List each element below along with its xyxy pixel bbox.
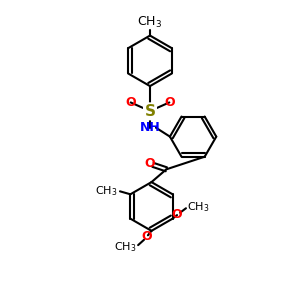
Text: NH: NH bbox=[140, 121, 160, 134]
Text: CH$_3$: CH$_3$ bbox=[137, 14, 163, 30]
Text: O: O bbox=[164, 96, 175, 109]
Text: O: O bbox=[145, 157, 155, 170]
Text: O: O bbox=[142, 230, 152, 243]
Text: O: O bbox=[172, 208, 182, 221]
Text: CH$_3$: CH$_3$ bbox=[114, 240, 136, 254]
Text: O: O bbox=[125, 96, 136, 109]
Text: CH$_3$: CH$_3$ bbox=[94, 184, 117, 198]
Text: S: S bbox=[145, 104, 155, 119]
Text: CH$_3$: CH$_3$ bbox=[188, 200, 210, 214]
